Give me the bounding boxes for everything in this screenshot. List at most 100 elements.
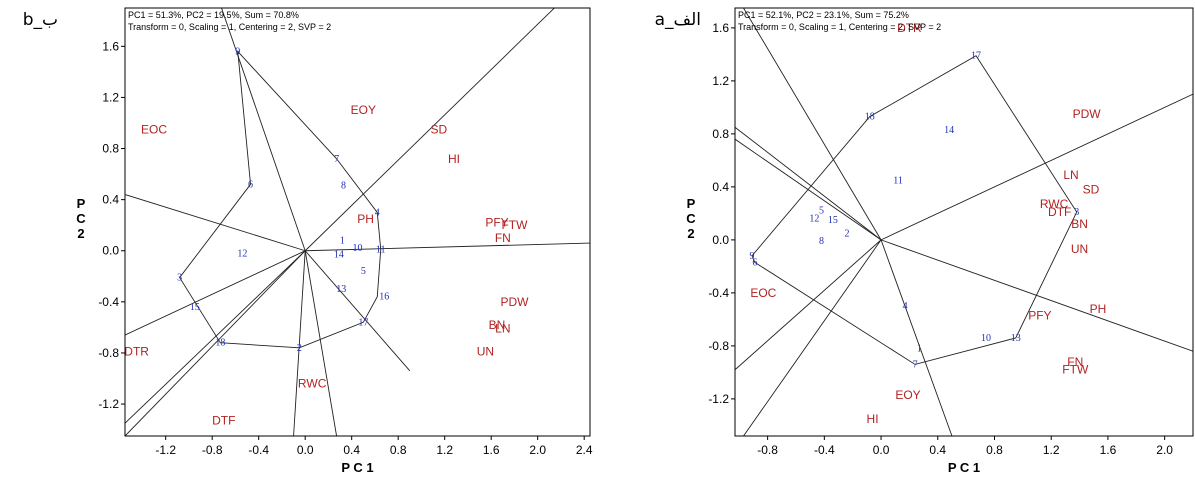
variance-info: PC1 = 52.1%, PC2 = 23.1%, Sum = 75.2% — [738, 10, 909, 20]
transform-info: Transform = 0, Scaling = 1, Centering = … — [128, 22, 331, 32]
trait-label: DTF — [212, 414, 235, 428]
sector-ray — [125, 250, 306, 424]
trait-label: BN — [489, 318, 506, 332]
trait-label: FN — [1067, 355, 1083, 369]
trait-label: UN — [1071, 242, 1088, 256]
x-tick-label: 0.8 — [986, 443, 1003, 457]
genotype-label: 1 — [917, 344, 922, 355]
y-tick-label: 1.6 — [712, 21, 729, 35]
trait-label: DTF — [1048, 205, 1071, 219]
trait-label: EOC — [141, 122, 167, 136]
genotype-label: 18 — [865, 112, 875, 123]
trait-label: FTW — [1062, 363, 1089, 377]
genotype-label: 8 — [819, 236, 824, 247]
genotype-label: 15 — [828, 215, 838, 226]
y-tick-label: 0.4 — [102, 193, 119, 207]
x-tick-label: 0.4 — [929, 443, 946, 457]
sector-ray — [305, 242, 590, 252]
y-tick-label: 0.8 — [712, 127, 729, 141]
sector-ray — [304, 250, 411, 372]
y-tick-label: 1.2 — [712, 74, 729, 88]
genotype-label: 4 — [903, 301, 908, 312]
sector-ray — [743, 239, 882, 436]
genotype-label: 10 — [981, 333, 991, 344]
y-tick-label: -0.8 — [98, 346, 119, 360]
genotype-label: 17 — [971, 51, 981, 62]
genotype-label: 1 — [340, 236, 345, 247]
x-tick-label: 2.0 — [529, 443, 546, 457]
trait-label: PDW — [500, 295, 529, 309]
genotype-label: 13 — [1011, 333, 1021, 344]
x-tick-label: 0.8 — [390, 443, 407, 457]
genotype-label: 9 — [235, 46, 240, 57]
genotype-label: 3 — [177, 273, 182, 284]
trait-label: FN — [495, 231, 511, 245]
genotype-label: 14 — [334, 250, 344, 261]
y-tick-label: 1.6 — [102, 39, 119, 53]
x-tick-label: -1.2 — [155, 443, 176, 457]
genotype-label: 12 — [237, 248, 247, 259]
sector-ray — [880, 239, 1193, 352]
trait-label: BN — [1071, 217, 1088, 231]
genotype-label: 13 — [336, 284, 346, 295]
y-tick-label: 0.0 — [102, 244, 119, 258]
sector-ray — [735, 126, 882, 241]
y-axis-label: C — [76, 211, 86, 226]
plot-frame — [734, 7, 1194, 437]
x-tick-label: 0.4 — [343, 443, 360, 457]
transform-info: Transform = 0, Scaling = 1, Centering = … — [738, 22, 941, 32]
trait-label: PH — [1090, 302, 1107, 316]
y-tick-label: -1.2 — [708, 392, 729, 406]
x-tick-label: -0.4 — [814, 443, 835, 457]
y-axis-label: C — [686, 211, 696, 226]
genotype-label: 11 — [893, 175, 903, 186]
genotype-label: 2 — [845, 228, 850, 239]
trait-label: SD — [431, 122, 448, 136]
x-axis-label: P C 1 — [948, 460, 980, 475]
genotype-label: 6 — [752, 257, 757, 268]
trait-label: LN — [1063, 168, 1078, 182]
x-tick-label: 2.4 — [576, 443, 593, 457]
trait-label: SD — [1083, 183, 1100, 197]
y-axis-label: 2 — [77, 226, 84, 241]
x-tick-label: -0.4 — [248, 443, 269, 457]
sector-ray — [125, 194, 306, 252]
genotype-label: 10 — [353, 243, 363, 254]
panel-label: a_الف — [655, 10, 701, 30]
genotype-label: 7 — [334, 154, 339, 165]
x-tick-label: 2.0 — [1156, 443, 1173, 457]
genotype-label: 7 — [913, 359, 918, 370]
sector-ray — [304, 250, 338, 436]
y-tick-label: 0.8 — [102, 142, 119, 156]
genotype-label: 2 — [297, 343, 302, 354]
genotype-label: 12 — [809, 214, 819, 225]
biplot-a: a_الف DTR PDW LN SD RWC DTF BN UN EOC PH PFY FN FTW EO… — [598, 0, 1195, 492]
trait-label: PFY — [485, 216, 508, 230]
genotype-label: 6 — [248, 179, 253, 190]
y-tick-label: -1.2 — [98, 397, 119, 411]
genotype-label: 3 — [1074, 207, 1079, 218]
genotype-label: 15 — [190, 302, 200, 313]
panel-label: b_ب — [23, 10, 58, 30]
trait-label: DTR — [897, 21, 922, 35]
x-tick-label: 1.6 — [1100, 443, 1117, 457]
x-axis-label: P C 1 — [341, 460, 373, 475]
genotype-label: 16 — [379, 292, 389, 303]
y-tick-label: 1.2 — [102, 90, 119, 104]
y-tick-label: 0.4 — [712, 180, 729, 194]
trait-label: PDW — [1073, 107, 1102, 121]
x-tick-label: 1.2 — [436, 443, 453, 457]
plot-area: DTRPDWLNSDRWCDTFBNUNEOCPHPFYFNFTWEOYHI17… — [735, 8, 1193, 436]
convex-hull — [751, 55, 1078, 365]
convex-hull — [179, 50, 382, 349]
trait-label: PFY — [1028, 308, 1051, 322]
sector-ray — [735, 239, 882, 371]
x-tick-label: -0.8 — [202, 443, 223, 457]
sector-ray — [880, 239, 953, 436]
x-tick-label: -0.8 — [757, 443, 778, 457]
trait-label: LN — [495, 322, 510, 336]
trait-label: EOY — [351, 103, 376, 117]
genotype-label: 5 — [361, 266, 366, 277]
